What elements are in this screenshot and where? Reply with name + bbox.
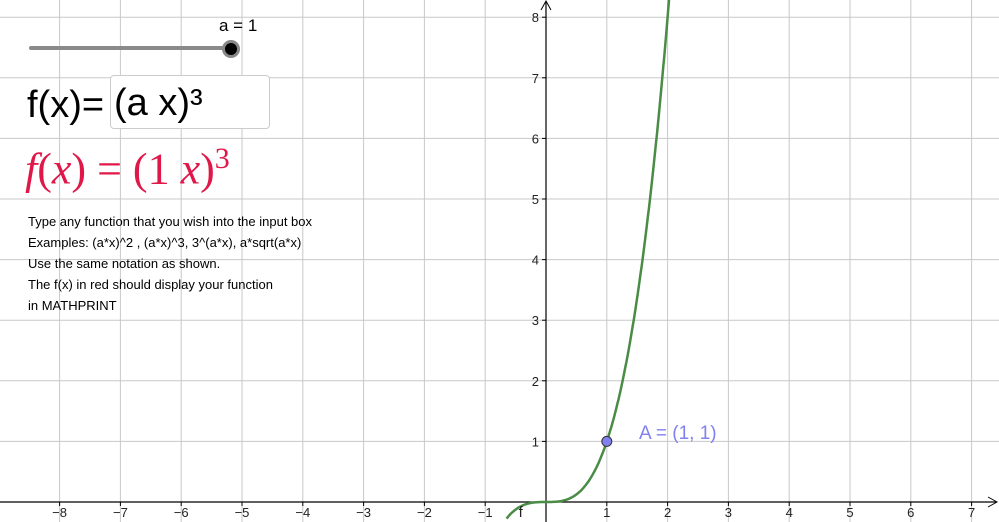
slider-a[interactable] [29,46,231,50]
instruction-line: The f(x) in red should display your func… [28,277,273,292]
math-var: x [180,144,201,194]
slider-handle[interactable] [222,40,240,58]
math-f: f [25,144,38,194]
math-exp: 3 [214,142,230,175]
y-tick-label: 1 [532,434,539,449]
y-tick-label: 7 [532,71,539,86]
x-tick-label: −7 [113,505,128,520]
x-tick-label: 5 [846,505,853,520]
math-eq: = [97,144,122,194]
instruction-line: Examples: (a*x)^2 , (a*x)^3, 3^(a*x), a*… [28,235,302,250]
slider-label: a = 1 [219,16,258,35]
x-tick-label: 6 [907,505,914,520]
function-input[interactable]: (a x)³ [110,75,270,129]
point-a[interactable] [601,435,613,447]
math-display: f(x) = (1 x)3 [25,142,230,194]
x-tick-label: −5 [235,505,250,520]
x-tick-label: −8 [52,505,67,520]
y-tick-label: 2 [532,374,539,389]
math-arg: x [51,144,72,194]
function-curve[interactable] [505,0,671,520]
y-tick-label: 4 [532,253,539,268]
instruction-line: Type any function that you wish into the… [28,214,313,229]
y-tick-label: 8 [532,10,539,25]
x-tick-label: 3 [725,505,732,520]
x-tick-label: −4 [295,505,310,520]
y-axis-arrow-icon [540,0,552,11]
math-coef: 1 [147,144,170,194]
input-label: f(x)= [27,84,105,126]
y-tick-label: 5 [532,192,539,207]
instruction-line: in MATHPRINT [28,298,117,313]
x-tick-label: 7 [968,505,975,520]
point-a-label: A = (1, 1) [639,423,717,444]
x-tick-label: −6 [174,505,189,520]
instruction-line: Use the same notation as shown. [28,256,221,271]
x-tick-label: 1 [603,505,610,520]
x-tick-label: −2 [417,505,432,520]
x-tick-label: 2 [664,505,671,520]
x-tick-label: 4 [786,505,793,520]
curve-label: f [519,504,524,521]
y-tick-label: 6 [532,131,539,146]
x-tick-label: −1 [478,505,493,520]
y-tick-label: 3 [532,313,539,328]
x-tick-label: −3 [356,505,371,520]
x-axis-arrow-icon [987,496,999,508]
instructions-text: Type any function that you wish into the… [28,211,312,316]
